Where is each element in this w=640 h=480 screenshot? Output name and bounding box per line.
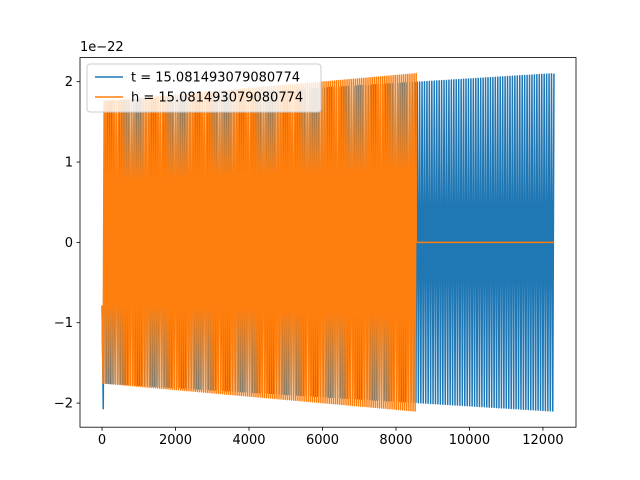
legend-box (86, 63, 322, 113)
y-tick-label: −2 (54, 397, 73, 412)
y-axis: −2 −1 0 1 2 (54, 75, 80, 412)
legend-label-t: t = 15.081493079080774 (131, 71, 300, 86)
series-layer (101, 72, 555, 412)
y-tick-label: 1 (65, 156, 73, 171)
x-tick-label: 10000 (449, 433, 490, 448)
y-offset-label: 1e−22 (80, 40, 124, 55)
x-tick-label: 2000 (159, 433, 192, 448)
x-tick-label: 8000 (379, 433, 412, 448)
x-tick-label: 6000 (306, 433, 339, 448)
y-tick-label: 2 (65, 75, 73, 90)
y-tick-label: 0 (65, 236, 73, 251)
legend-label-h: h = 15.081493079080774 (131, 91, 303, 106)
x-tick-label: 4000 (232, 433, 265, 448)
series-line-h (101, 72, 554, 412)
x-axis: 0 2000 4000 6000 8000 10000 12000 (98, 427, 564, 448)
legend: t = 15.081493079080774 h = 15.0814930790… (86, 63, 322, 113)
x-tick-label: 0 (98, 433, 106, 448)
y-tick-label: −1 (54, 316, 73, 331)
x-tick-label: 12000 (522, 433, 563, 448)
